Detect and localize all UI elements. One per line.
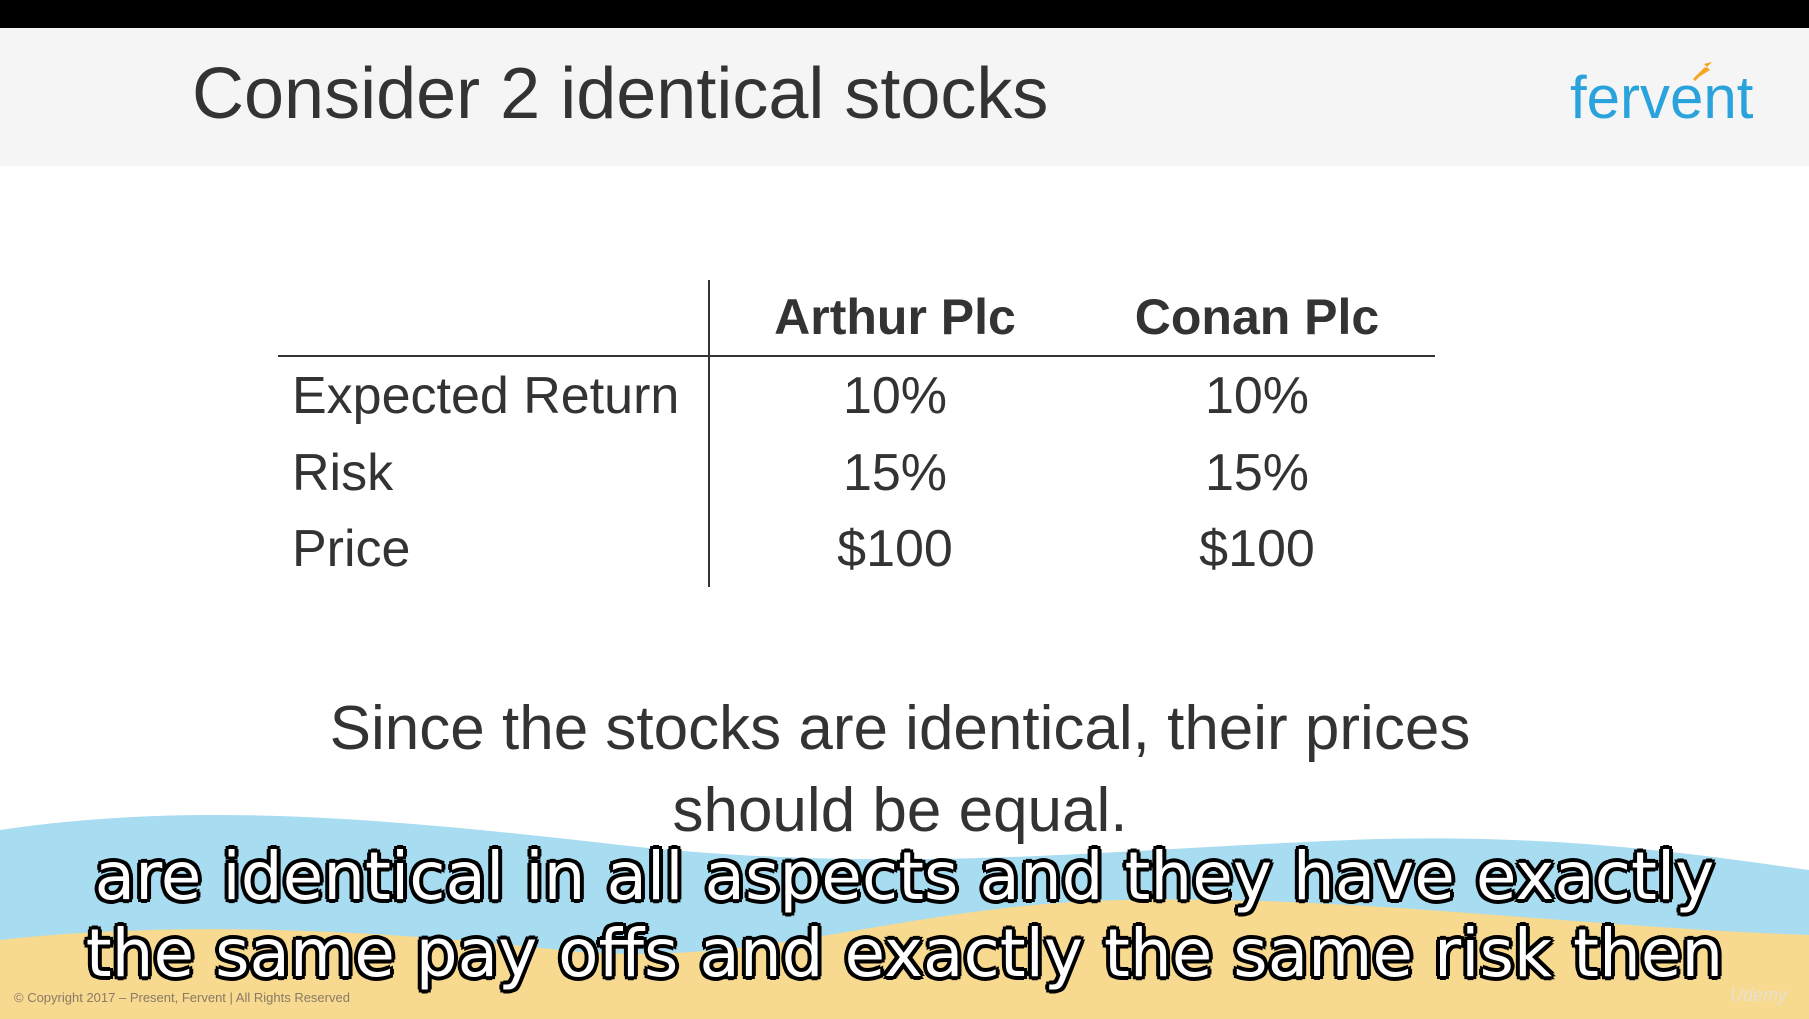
logo-arrow-icon (1692, 62, 1712, 82)
cell-arthur-risk: 15% (842, 444, 948, 502)
table-horizontal-divider (278, 355, 1435, 357)
decorative-waves (0, 814, 1809, 1019)
caption-line-2: the same pay offs and exactly the same r… (85, 914, 1724, 993)
udemy-watermark: Udemy (1730, 985, 1788, 1005)
video-captions: are identical in all aspects and they ha… (0, 837, 1809, 993)
letterbox-top (0, 0, 1809, 28)
slide-note-line-1: Since the stocks are identical, their pr… (329, 694, 1471, 763)
cell-arthur-expected-return: 10% (842, 367, 948, 425)
copyright-text: © Copyright 2017 – Present, Fervent | Al… (14, 990, 350, 1005)
slide-title: Consider 2 identical stocks (192, 54, 1049, 134)
row-label-price: Price (292, 520, 411, 578)
slide-note-line-2: should be equal. (672, 776, 1128, 845)
caption-line-1: are identical in all aspects and they ha… (94, 837, 1716, 916)
fervent-logo: fervent (1570, 64, 1754, 131)
cell-arthur-price: $100 (837, 520, 953, 578)
row-label-risk: Risk (292, 444, 394, 502)
table-header-conan: Conan Plc (1134, 289, 1380, 345)
row-label-expected-return: Expected Return (292, 367, 680, 425)
table-vertical-divider (708, 280, 710, 587)
cell-conan-expected-return: 10% (1204, 367, 1310, 425)
table-header-arthur: Arthur Plc (774, 289, 1016, 345)
cell-conan-price: $100 (1199, 520, 1315, 578)
cell-conan-risk: 15% (1204, 444, 1310, 502)
slide-note: Since the stocks are identical, their pr… (200, 688, 1600, 852)
title-bar (0, 28, 1809, 166)
